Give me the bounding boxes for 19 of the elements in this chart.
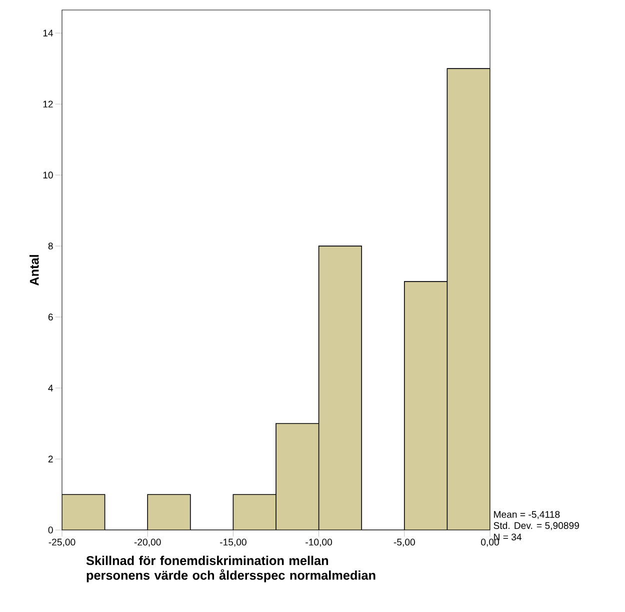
y-tick-label: 8 [48, 242, 53, 250]
y-tick-label: 2 [48, 456, 53, 462]
y-axis-title: Antal [29, 255, 39, 286]
x-tick-label: -10,00 [306, 538, 332, 547]
text: N = 34 [494, 534, 522, 540]
x-tick-label: 0,00 [481, 538, 499, 547]
x-tick-label: -20,00 [134, 538, 161, 547]
text: Std. Dev. = 5,90899 [494, 522, 580, 530]
y-tick-label: 6 [48, 314, 53, 320]
x-tick-label: -5,00 [394, 538, 415, 547]
x-axis-title: Skillnad för fonemdiskrimination mellan personens värde och åldersspec normalmedian [86, 556, 376, 582]
x-tick-label: -15,00 [220, 538, 246, 547]
text: Mean = -5,4118 [494, 511, 560, 519]
y-tick-label: 10 [43, 172, 53, 178]
y-tick-label: 4 [48, 384, 54, 392]
y-tick-label: 0 [48, 526, 53, 534]
y-tick-label: 14 [43, 30, 54, 36]
x-tick-label: -25,00 [48, 538, 76, 547]
y-tick-label: 12 [43, 100, 53, 108]
